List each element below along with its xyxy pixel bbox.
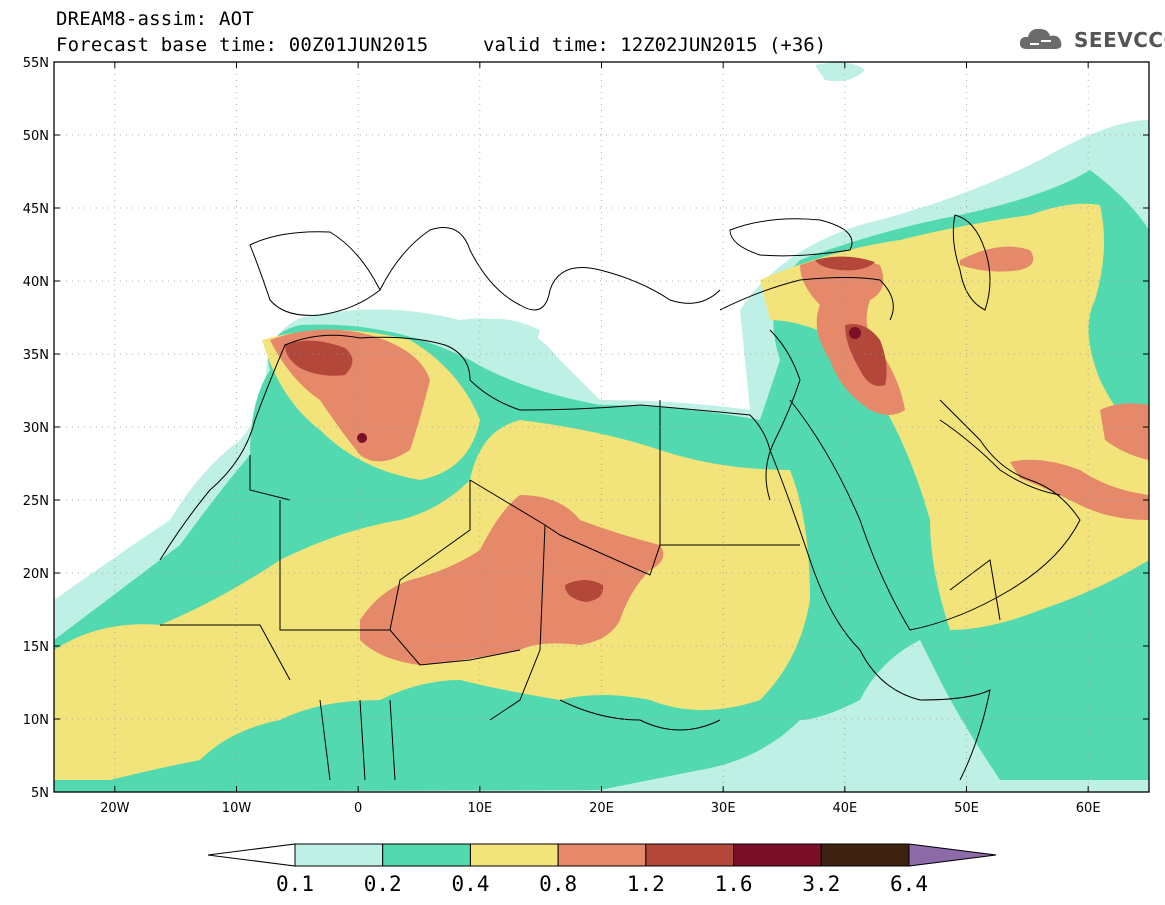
seevccc-logo: SEEVCCC	[1017, 24, 1165, 56]
graticule	[54, 62, 1149, 792]
lat-tick-label: 25N	[23, 494, 49, 509]
lat-tick-label: 10N	[23, 713, 49, 728]
colorbar-level-label: 0.2	[364, 872, 402, 896]
colorbar-swatch	[294, 843, 384, 867]
lat-tick-label: 15N	[23, 640, 49, 655]
colorbar-swatch	[820, 843, 910, 867]
colorbar-swatch	[645, 843, 735, 867]
map-title: DREAM8-assim: AOT	[56, 8, 254, 30]
lon-tick-label: 20W	[100, 801, 130, 816]
aot-band-1.6-3.2	[357, 327, 861, 443]
lat-tick-label: 30N	[23, 421, 49, 436]
valid-time-label: valid time: 12Z02JUN2015 (+36)	[483, 34, 827, 56]
colorbar-level-label: 1.6	[715, 872, 753, 896]
axis-ticks: 5N 10N 15N 20N 25N 30N 35N 40N 45N 50N 55N 20W 10W 0 1…	[23, 56, 1149, 816]
lon-tick-label: 10W	[222, 801, 252, 816]
cloud-icon	[1019, 28, 1062, 49]
colorbar-swatch	[469, 843, 559, 867]
lon-tick-label: 60E	[1076, 801, 1101, 816]
colorbar-level-label: 0.4	[451, 872, 489, 896]
colorbar: 0.1 0.2 0.4 0.8 1.2 1.6 3.2 6.4	[207, 843, 997, 896]
lon-tick-label: 10E	[467, 801, 492, 816]
aot-band-1.2-1.6	[285, 256, 887, 602]
logo-text: SEEVCCC	[1074, 28, 1165, 52]
colorbar-swatch	[733, 843, 822, 867]
colorbar-swatch	[557, 843, 647, 867]
lat-tick-label: 45N	[23, 202, 49, 217]
lat-tick-label: 20N	[23, 567, 49, 582]
colorbar-level-label: 0.1	[276, 872, 314, 896]
colorbar-level-label: 0.8	[539, 872, 577, 896]
lon-tick-label: 50E	[954, 801, 979, 816]
lon-tick-label: 20E	[589, 801, 614, 816]
colorbar-level-label: 3.2	[802, 872, 840, 896]
aot-field	[54, 62, 1149, 792]
lat-tick-label: 35N	[23, 348, 49, 363]
colorbar-overflow	[908, 843, 997, 867]
lon-tick-label: 30E	[711, 801, 736, 816]
coastlines	[159, 214, 1081, 781]
lat-tick-label: 40N	[23, 275, 49, 290]
colorbar-level-label: 6.4	[890, 872, 928, 896]
colorbar-level-label: 1.2	[627, 872, 665, 896]
lat-tick-label: 55N	[23, 56, 49, 71]
colorbar-underflow	[207, 843, 296, 867]
base-time-label: Forecast base time: 00Z01JUN2015	[56, 34, 429, 56]
lat-tick-label: 50N	[23, 129, 49, 144]
lat-tick-label: 5N	[31, 786, 49, 801]
lon-tick-label: 40E	[832, 801, 857, 816]
colorbar-swatch	[382, 843, 471, 867]
lon-tick-label: 0	[354, 801, 362, 816]
